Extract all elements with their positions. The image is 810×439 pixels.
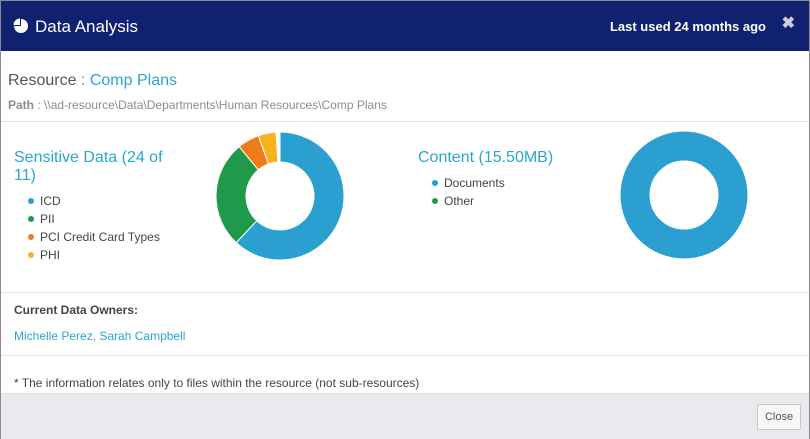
charts-section: Sensitive Data (24 of 11) ICD PII PCI Cred…	[1, 122, 809, 293]
legend-dot-icon	[28, 234, 34, 240]
sensitive-legend-item: PCI Credit Card Types	[28, 228, 160, 246]
legend-label: PHI	[40, 248, 61, 262]
close-icon[interactable]: ✖	[781, 15, 795, 32]
sensitive-legend-item: PII	[28, 210, 160, 228]
donut-slice[interactable]	[235, 131, 345, 261]
resource-section: Resource : Comp Plans Path : \\ad-resour…	[1, 51, 809, 122]
pie-chart-icon	[13, 18, 28, 33]
legend-label: Documents	[444, 176, 505, 190]
legend-dot-icon	[28, 216, 34, 222]
sensitive-data-title: Sensitive Data (24 of 11)	[14, 149, 163, 184]
path-line: Path : \\ad-resource\Data\Departments\Hu…	[8, 98, 387, 112]
legend-label: PII	[40, 212, 55, 226]
path-separator: :	[37, 98, 41, 112]
close-button[interactable]: Close	[757, 404, 801, 430]
content-legend-item: Documents	[432, 174, 505, 192]
legend-dot-icon	[432, 180, 438, 186]
last-used-text: Last used 24 months ago	[609, 19, 766, 34]
legend-label: ICD	[40, 194, 61, 208]
path-value: \\ad-resource\Data\Departments\Human Res…	[44, 98, 387, 112]
legend-label: PCI Credit Card Types	[40, 230, 160, 244]
content-donut-chart	[619, 130, 749, 260]
sensitive-legend-item: ICD	[28, 192, 160, 210]
legend-label: Other	[444, 194, 475, 208]
resource-line: Resource : Comp Plans	[8, 72, 177, 90]
content-title: Content (15.50MB)	[418, 149, 554, 166]
resource-separator: :	[80, 72, 86, 89]
path-label: Path	[8, 98, 35, 112]
owner-link[interactable]: Sarah Campbell	[99, 329, 186, 343]
content-legend: Documents Other	[432, 174, 505, 210]
owners-list: Michelle Perez, Sarah Campbell	[14, 329, 185, 343]
legend-dot-icon	[432, 198, 438, 204]
sensitive-data-donut-chart	[215, 131, 345, 261]
dialog-header: Data Analysis Last used 24 months ago ✖	[1, 1, 809, 51]
sensitive-data-legend: ICD PII PCI Credit Card Types PHI	[28, 192, 160, 264]
sensitive-legend-item: PHI	[28, 246, 160, 264]
owners-label: Current Data Owners:	[14, 303, 139, 317]
donut-slice[interactable]	[619, 130, 749, 260]
legend-dot-icon	[28, 252, 34, 258]
dialog-footer: Close	[1, 393, 809, 439]
donut-slice[interactable]	[215, 145, 260, 244]
owners-section: Current Data Owners: Michelle Perez, Sar…	[1, 293, 809, 356]
footnote: * The information relates only to files …	[14, 376, 420, 390]
dialog-title: Data Analysis	[35, 17, 138, 36]
resource-label: Resource	[8, 72, 77, 89]
donut-slice[interactable]	[257, 131, 279, 165]
legend-dot-icon	[28, 198, 34, 204]
content-legend-item: Other	[432, 192, 505, 210]
owner-link[interactable]: Michelle Perez,	[14, 329, 97, 343]
resource-name: Comp Plans	[89, 72, 177, 89]
